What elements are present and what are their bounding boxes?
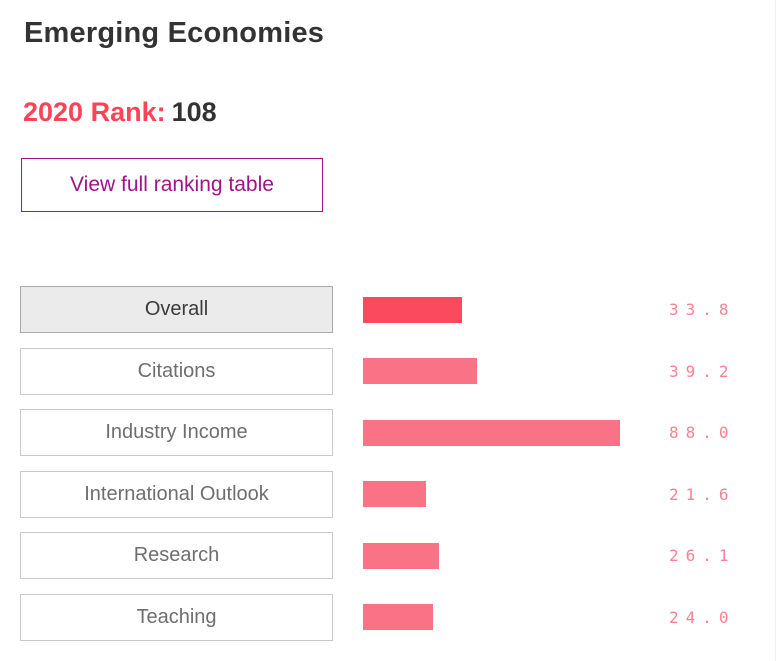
chart-row-overall: Overall 33.8 bbox=[20, 286, 736, 333]
category-button-research[interactable]: Research bbox=[20, 532, 333, 579]
rank-value: 108 bbox=[171, 97, 217, 127]
category-button-international-outlook[interactable]: International Outlook bbox=[20, 470, 333, 518]
bar-industry-income bbox=[363, 419, 620, 446]
bar-value-overall: 33.8 bbox=[669, 300, 736, 319]
category-button-teaching[interactable]: Teaching bbox=[20, 593, 333, 641]
bar-value-research: 26.1 bbox=[669, 546, 736, 565]
page-title: Emerging Economies bbox=[24, 17, 325, 49]
bar-overall bbox=[363, 296, 462, 323]
chart-row-teaching: Teaching 24.0 bbox=[20, 593, 736, 641]
bar-international-outlook bbox=[363, 481, 427, 507]
bar-value-industry-income: 88.0 bbox=[669, 423, 736, 442]
bar-value-international-outlook: 21.6 bbox=[669, 484, 736, 504]
content-edge-divider bbox=[775, 0, 776, 661]
category-button-industry-income[interactable]: Industry Income bbox=[20, 409, 333, 456]
category-button-overall[interactable]: Overall bbox=[20, 286, 333, 333]
bar-track bbox=[363, 542, 655, 569]
category-button-citations[interactable]: Citations bbox=[20, 347, 333, 395]
bar-track bbox=[363, 358, 655, 384]
view-full-ranking-button[interactable]: View full ranking table bbox=[21, 158, 323, 212]
bar-track bbox=[363, 296, 655, 323]
chart-row-international-outlook: International Outlook 21.6 bbox=[20, 470, 736, 518]
chart-row-research: Research 26.1 bbox=[20, 532, 736, 579]
chart-row-industry-income: Industry Income 88.0 bbox=[20, 409, 736, 456]
bar-track bbox=[363, 419, 655, 446]
bar-value-teaching: 24.0 bbox=[669, 607, 736, 627]
bar-teaching bbox=[363, 604, 434, 630]
rank-line: 2020 Rank: 108 bbox=[23, 97, 217, 128]
bar-citations bbox=[363, 358, 478, 384]
bar-research bbox=[363, 542, 440, 569]
rank-label: 2020 Rank: bbox=[23, 97, 166, 127]
bar-track bbox=[363, 481, 655, 507]
bar-value-citations: 39.2 bbox=[669, 361, 736, 381]
bar-track bbox=[363, 604, 655, 630]
chart-row-citations: Citations 39.2 bbox=[20, 347, 736, 395]
scores-bar-chart: Overall 33.8 Citations 39.2 Industry Inc… bbox=[20, 286, 736, 641]
